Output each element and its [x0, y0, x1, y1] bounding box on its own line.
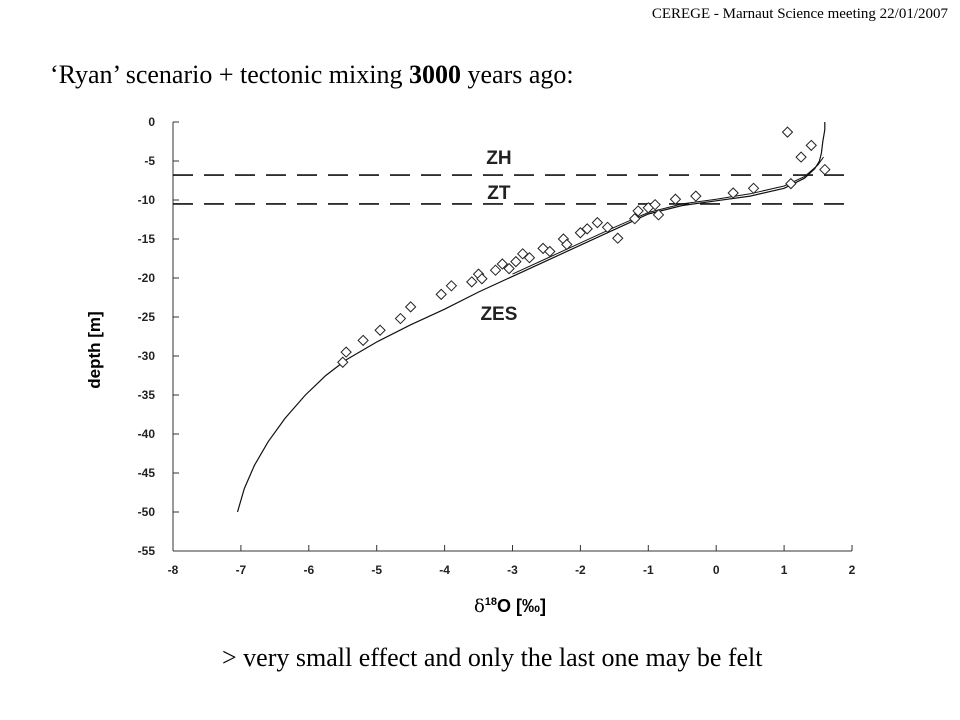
x-tick-label: 1	[781, 563, 788, 577]
model-curve-line	[236, 122, 826, 513]
data-point-diamond	[632, 205, 644, 217]
data-point-diamond	[476, 273, 488, 285]
x-tick-label: -4	[439, 563, 450, 577]
slide-title: ‘Ryan’ scenario + tectonic mixing 3000 y…	[50, 60, 574, 90]
zone-label: ZT	[487, 183, 511, 204]
x-tick-label: -7	[236, 563, 247, 577]
x-tick-label: -2	[575, 563, 586, 577]
y-tick-label: -40	[138, 427, 156, 441]
x-tick-label: -1	[643, 563, 654, 577]
y-tick-label: 0	[148, 115, 155, 129]
data-point-diamond	[629, 213, 641, 225]
y-tick-label: -20	[138, 271, 156, 285]
y-tick-label: -10	[138, 193, 156, 207]
data-point-diamond	[337, 356, 349, 368]
data-point-diamond	[649, 198, 661, 211]
data-point-diamond	[561, 238, 573, 251]
y-tick-label: -50	[138, 505, 156, 519]
data-point-diamond	[510, 255, 522, 268]
data-point-diamond	[489, 264, 502, 276]
y-tick-label: -30	[138, 349, 156, 363]
y-tick-label: -5	[144, 154, 155, 168]
y-axis-label: depth [m]	[85, 311, 104, 388]
data-point-diamond	[781, 126, 794, 138]
x-tick-label: -8	[168, 563, 179, 577]
data-point-diamond	[544, 245, 556, 258]
data-point-diamond	[601, 221, 614, 234]
data-point-diamond	[404, 301, 417, 313]
data-point-diamond	[340, 346, 352, 358]
data-point-diamond	[445, 280, 458, 292]
x-tick-label: 2	[849, 563, 856, 577]
data-point-diamond	[795, 151, 807, 163]
data-point-diamond	[819, 163, 831, 176]
data-point-diamond	[394, 312, 407, 325]
data-point-diamond	[503, 262, 515, 275]
x-axis-label: δ18O [‰]	[474, 596, 546, 617]
data-point-diamond	[805, 139, 817, 152]
data-point-diamond	[374, 324, 386, 336]
x-tick-label: -5	[371, 563, 382, 577]
x-tick-label: -6	[303, 563, 314, 577]
y-tick-label: -25	[138, 310, 156, 324]
zone-label: ZH	[486, 148, 511, 169]
title-text-part2: years ago:	[460, 60, 574, 89]
data-point-diamond	[727, 187, 739, 199]
zone-label: ZES	[480, 304, 517, 325]
data-point-diamond	[652, 209, 665, 221]
x-tick-label: -3	[507, 563, 518, 577]
data-point-diamond	[669, 193, 682, 205]
y-tick-label: -45	[138, 466, 156, 480]
data-point-diamond	[357, 334, 369, 347]
data-point-diamond	[496, 258, 509, 270]
data-point-diamond	[612, 232, 624, 244]
data-point-diamond	[785, 177, 797, 190]
data-point-diamond	[523, 252, 536, 264]
title-text-part1: ‘Ryan’ scenario + tectonic mixing	[50, 60, 409, 89]
y-tick-label: -15	[138, 232, 156, 246]
footer-note: > very small effect and only the last on…	[222, 643, 763, 672]
data-point-diamond	[747, 182, 760, 195]
data-point-diamond	[466, 276, 478, 288]
x-tick-label: 0	[713, 563, 720, 577]
y-tick-label: -55	[138, 544, 156, 558]
model-curve-line	[512, 156, 824, 275]
data-point-diamond	[690, 190, 702, 202]
title-bold-years: 3000	[408, 60, 461, 89]
data-point-diamond	[591, 216, 604, 229]
data-point-diamond	[581, 223, 593, 235]
y-tick-label: -35	[138, 388, 156, 402]
header-meeting-info: CEREGE - Marnaut Science meeting 22/01/2…	[651, 6, 948, 22]
data-point-diamond	[435, 288, 447, 301]
